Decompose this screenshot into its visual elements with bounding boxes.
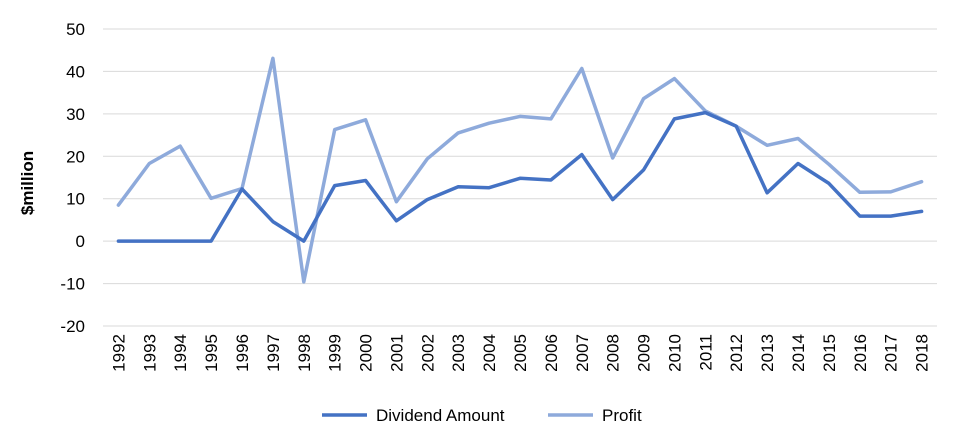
series-layer [116,56,924,284]
x-tick-labels: 1992 1993 1994 1995 1996 1997 1998 1999 2000 2001… [109,334,931,372]
x-tick-label: 2017 [882,334,901,372]
x-tick-label: 2009 [635,334,654,372]
y-tick-label: 30 [66,105,85,124]
legend: Dividend Amount Profit [322,406,642,425]
y-tick-label: -10 [60,275,85,294]
x-tick-label: 2013 [758,334,777,372]
x-tick-label: 1996 [233,334,252,372]
x-tick-label: 1995 [202,334,221,372]
y-tick-label: 40 [66,62,85,81]
grid-layer [103,28,937,327]
x-tick-label: 2001 [387,334,406,372]
x-tick-label: 2005 [511,334,530,372]
y-tick-label: 0 [76,232,85,251]
x-tick-label: 2004 [480,334,499,372]
y-axis-title: $million [18,151,37,215]
x-tick-label: 2006 [542,334,561,372]
x-tick-label: 2018 [913,334,932,372]
x-tick-label: 2003 [449,334,468,372]
y-tick-labels: -20 -10 0 10 20 30 40 50 [60,20,85,336]
x-tick-label: 2016 [851,334,870,372]
x-tick-label: 1992 [109,334,128,372]
series-line-dividend-amount [116,110,924,243]
x-tick-label: 2002 [418,334,437,372]
x-tick-label: 1994 [171,334,190,372]
x-tick-label: 1998 [295,334,314,372]
y-tick-label: 20 [66,147,85,166]
x-tick-label: 2014 [789,334,808,372]
x-tick-label: 1999 [326,334,345,372]
x-tick-label: 2015 [820,334,839,372]
y-tick-label: 50 [66,20,85,39]
x-tick-label: 2000 [357,334,376,372]
x-tick-label: 2011 [696,334,715,371]
legend-label: Dividend Amount [376,406,505,425]
x-tick-label: 1997 [264,334,283,372]
x-tick-label: 2010 [665,334,684,372]
x-tick-label: 2012 [727,334,746,372]
legend-label: Profit [602,406,642,425]
x-tick-label: 2008 [604,334,623,372]
y-tick-label: 10 [66,190,85,209]
x-tick-label: 1993 [140,334,159,372]
y-tick-label: -20 [60,317,85,336]
series-line-profit [116,56,924,284]
x-tick-label: 2007 [573,334,592,372]
